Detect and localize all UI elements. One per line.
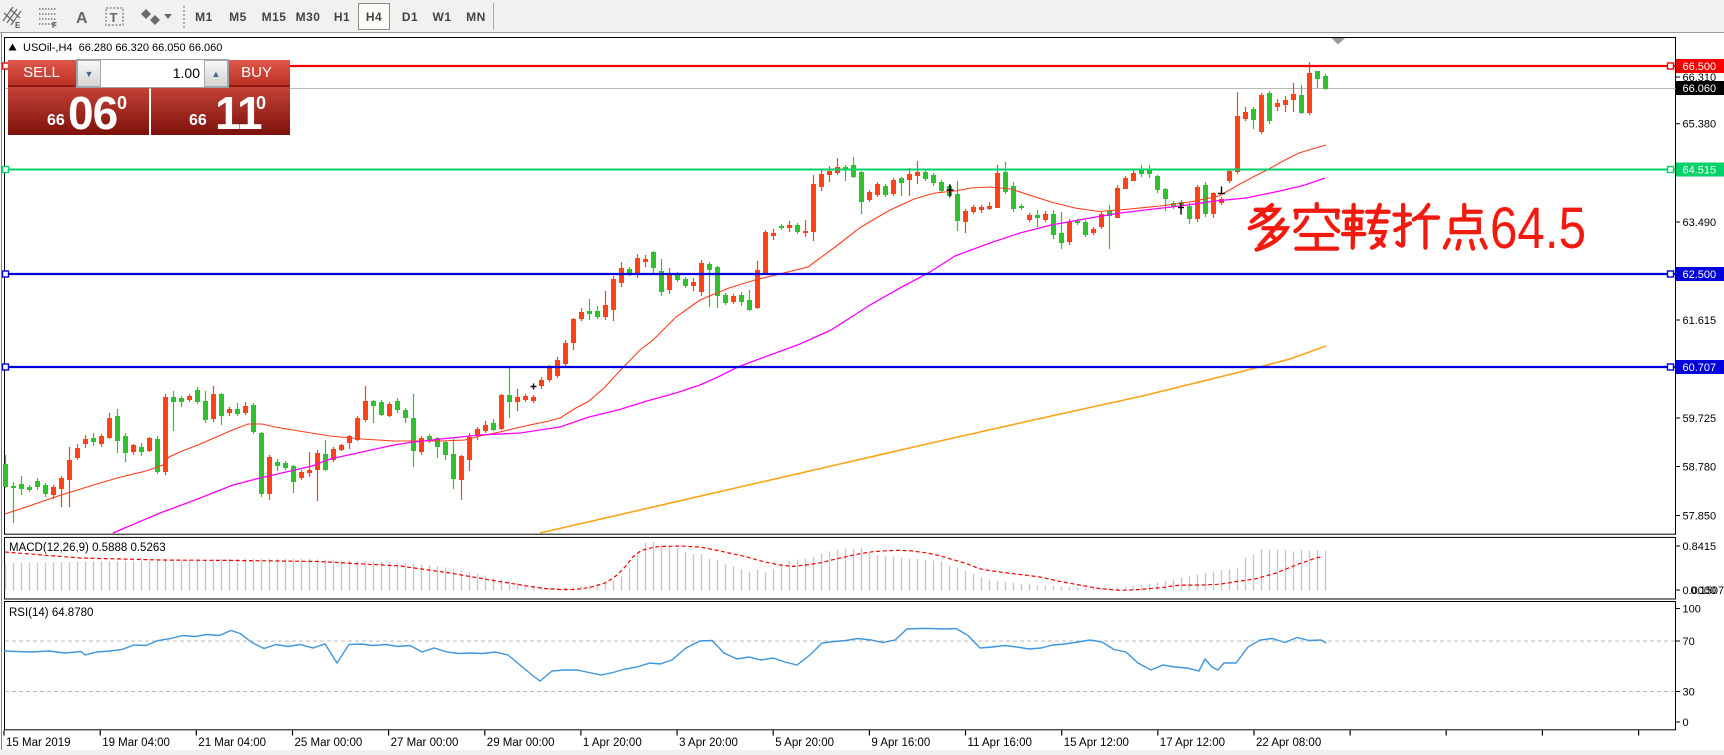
svg-text:25 Mar 00:00: 25 Mar 00:00 bbox=[295, 737, 363, 749]
svg-text:17 Apr 12:00: 17 Apr 12:00 bbox=[1160, 737, 1225, 749]
svg-text:T: T bbox=[110, 10, 118, 25]
svg-text:F: F bbox=[52, 21, 57, 30]
svg-text:59.725: 59.725 bbox=[1683, 413, 1717, 425]
svg-text:1 Apr 20:00: 1 Apr 20:00 bbox=[583, 737, 642, 749]
svg-text:A: A bbox=[76, 10, 88, 27]
svg-text:29 Mar 00:00: 29 Mar 00:00 bbox=[487, 737, 555, 749]
svg-text:0.0000: 0.0000 bbox=[1683, 585, 1717, 597]
svg-text:E: E bbox=[15, 21, 21, 30]
svg-text:3 Apr 20:00: 3 Apr 20:00 bbox=[679, 737, 738, 749]
svg-text:62.500: 62.500 bbox=[1683, 269, 1717, 281]
svg-text:30: 30 bbox=[1683, 687, 1695, 699]
svg-text:0: 0 bbox=[1683, 717, 1689, 729]
svg-text:70: 70 bbox=[1683, 636, 1695, 648]
svg-text:63.490: 63.490 bbox=[1683, 217, 1717, 229]
svg-text:11 Apr 16:00: 11 Apr 16:00 bbox=[968, 737, 1032, 749]
svg-text:5 Apr 20:00: 5 Apr 20:00 bbox=[775, 737, 834, 749]
svg-text:65.380: 65.380 bbox=[1683, 119, 1717, 131]
svg-text:19 Mar 04:00: 19 Mar 04:00 bbox=[102, 737, 170, 749]
svg-text:15 Apr 12:00: 15 Apr 12:00 bbox=[1064, 737, 1129, 749]
svg-text:100: 100 bbox=[1683, 604, 1701, 616]
svg-text:64.515: 64.515 bbox=[1683, 165, 1717, 177]
svg-text:64.5: 64.5 bbox=[1490, 196, 1586, 261]
svg-text:60.707: 60.707 bbox=[1683, 362, 1717, 374]
svg-text:27 Mar 00:00: 27 Mar 00:00 bbox=[391, 737, 459, 749]
svg-text:58.780: 58.780 bbox=[1683, 462, 1717, 474]
svg-text:9 Apr 16:00: 9 Apr 16:00 bbox=[871, 737, 930, 749]
svg-text:57.850: 57.850 bbox=[1683, 511, 1717, 523]
svg-text:22 Apr 08:00: 22 Apr 08:00 bbox=[1256, 737, 1321, 749]
svg-text:66.060: 66.060 bbox=[1683, 83, 1717, 95]
svg-text:61.615: 61.615 bbox=[1683, 315, 1717, 327]
svg-text:0.1507: 0.1507 bbox=[1691, 585, 1724, 597]
svg-text:66.500: 66.500 bbox=[1683, 61, 1717, 73]
svg-text:USOil-,H4 66.280 66.320 66.05: USOil-,H4 66.280 66.320 66.050 66.060 bbox=[23, 42, 222, 54]
svg-text:15 Mar 2019: 15 Mar 2019 bbox=[6, 737, 71, 749]
svg-text:0.8415: 0.8415 bbox=[1683, 541, 1717, 553]
svg-text:MACD(12,26,9) 0.5888 0.5263: MACD(12,26,9) 0.5888 0.5263 bbox=[9, 542, 166, 554]
svg-text:RSI(14) 64.8780: RSI(14) 64.8780 bbox=[9, 607, 93, 619]
svg-text:66.310: 66.310 bbox=[1683, 72, 1717, 84]
svg-text:21 Mar 04:00: 21 Mar 04:00 bbox=[198, 737, 266, 749]
